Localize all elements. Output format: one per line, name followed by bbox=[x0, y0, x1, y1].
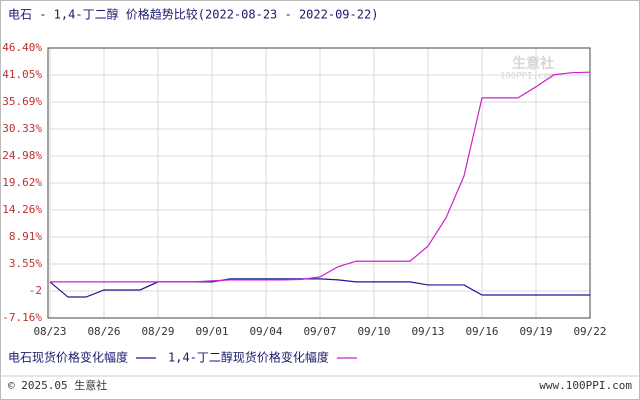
series-line bbox=[49, 278, 590, 298]
x-tick-label: 09/04 bbox=[249, 325, 282, 338]
watermark: 100PPI.com bbox=[500, 72, 554, 82]
x-tick-label: 09/07 bbox=[303, 325, 336, 338]
x-tick-label: 09/13 bbox=[411, 325, 444, 338]
chart-title: 电石 - 1,4-丁二醇 价格趋势比较(2022-08-23 - 2022-09… bbox=[8, 7, 378, 22]
y-tick-label: 19.62% bbox=[2, 176, 42, 189]
x-tick-label: 09/16 bbox=[465, 325, 498, 338]
legend-label: 电石现货价格变化幅度 bbox=[8, 350, 128, 365]
legend-label: 1,4-丁二醇现货价格变化幅度 bbox=[168, 350, 329, 365]
series-line bbox=[50, 71, 591, 283]
y-tick-label: 46.40% bbox=[2, 41, 42, 54]
y-tick-label: 14.26% bbox=[2, 203, 42, 216]
y-tick-label: 24.98% bbox=[2, 149, 42, 162]
y-tick-label: 30.33% bbox=[2, 122, 42, 135]
footer-copyright: © 2025.05 生意社 bbox=[8, 378, 107, 392]
y-tick-label: 35.69% bbox=[2, 95, 42, 108]
x-tick-label: 09/22 bbox=[573, 325, 606, 338]
plot-border bbox=[47, 47, 591, 319]
x-tick-label: 09/10 bbox=[357, 325, 390, 338]
x-tick-label: 09/19 bbox=[519, 325, 552, 338]
x-tick-label: 08/26 bbox=[87, 325, 120, 338]
watermark: 生意社 bbox=[512, 55, 554, 72]
x-tick-label: 08/29 bbox=[141, 325, 174, 338]
y-tick-label: -7.16% bbox=[2, 311, 42, 324]
y-tick-label: 41.05% bbox=[2, 68, 42, 81]
footer-site: www.100PPI.com bbox=[539, 379, 632, 392]
y-tick-label: 8.91% bbox=[9, 230, 42, 243]
y-tick-label: -2 bbox=[29, 284, 42, 297]
x-tick-label: 08/23 bbox=[33, 325, 66, 338]
y-tick-label: 3.55% bbox=[9, 257, 42, 270]
x-tick-label: 09/01 bbox=[195, 325, 228, 338]
